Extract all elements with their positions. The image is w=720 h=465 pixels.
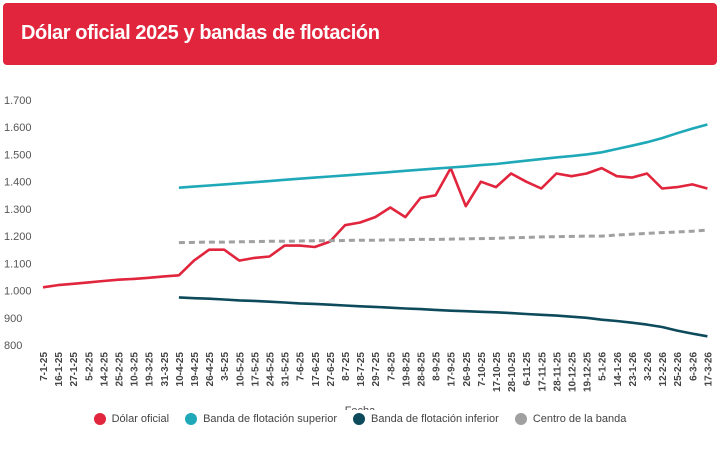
y-tick-label: 1.500 xyxy=(4,149,32,161)
x-tick-label: 12-2-26 xyxy=(658,352,669,387)
x-tick-label: 17-11-25 xyxy=(537,352,548,392)
x-tick-label: 7-10-25 xyxy=(477,352,488,387)
line-chart: 800 900 1.000 1.100 1.200 1.300 1.400 1.500 1.60… xyxy=(4,95,714,410)
x-tick-label: 19-3-25 xyxy=(145,352,156,387)
x-tick-label: 27-1-25 xyxy=(69,352,80,387)
x-tick-label: 19-8-25 xyxy=(401,352,412,387)
x-tick-label: 26-9-25 xyxy=(462,352,473,387)
chart-header: Dólar oficial 2025 y bandas de flotación xyxy=(3,3,717,65)
x-tick-label: 14-2-25 xyxy=(99,352,110,387)
series-line xyxy=(42,166,708,289)
x-tick-label: 8-7-25 xyxy=(341,352,352,381)
x-tick-label: 31-3-25 xyxy=(160,352,171,387)
x-tick-label: 25-2-25 xyxy=(115,352,126,387)
x-tick-label: 25-2-26 xyxy=(673,352,684,387)
x-tick-label: 27-6-25 xyxy=(326,352,337,387)
x-tick-label: 6-3-26 xyxy=(688,352,699,381)
y-tick-label: 1.600 xyxy=(4,122,32,134)
y-tick-label: 1.200 xyxy=(4,231,32,243)
x-tick-label: 19-4-25 xyxy=(190,352,201,387)
y-tick-label: 1.000 xyxy=(4,286,32,298)
legend-label: Dólar oficial xyxy=(111,413,170,425)
x-tick-label: 10-5-25 xyxy=(235,352,246,387)
legend-item[interactable]: Banda de flotación inferior xyxy=(353,413,499,425)
x-tick-label: 17-10-25 xyxy=(492,352,503,392)
x-tick-label: 19-12-25 xyxy=(583,352,594,392)
x-tick-label: 17-6-25 xyxy=(311,352,322,387)
x-tick-label: 29-7-25 xyxy=(371,352,382,387)
x-tick-label: 5-1-26 xyxy=(598,352,609,381)
legend-label: Banda de flotación superior xyxy=(203,413,337,425)
x-axis-label: Fecha xyxy=(345,405,376,410)
x-tick-label: 3-5-25 xyxy=(220,352,231,381)
x-tick-label: 5-2-25 xyxy=(84,352,95,381)
x-tick-label: 17-3-26 xyxy=(703,352,714,387)
x-tick-label: 17-5-25 xyxy=(250,352,261,387)
y-tick-label: 800 xyxy=(4,340,22,352)
y-tick-label: 1.300 xyxy=(4,204,32,216)
legend: Dólar oficial Banda de flotación superior… xyxy=(0,413,720,425)
x-tick-label: 26-4-25 xyxy=(205,352,216,387)
x-tick-label: 14-1-26 xyxy=(613,352,624,387)
y-tick-label: 900 xyxy=(4,313,22,325)
legend-marker-icon xyxy=(185,413,198,425)
x-tick-label: 6-11-25 xyxy=(522,352,533,386)
x-tick-label: 31-5-25 xyxy=(281,352,292,387)
x-tick-label: 7-1-25 xyxy=(39,352,50,381)
y-tick-label: 1.400 xyxy=(4,177,32,189)
legend-label: Centro de la banda xyxy=(532,413,627,425)
x-tick-label: 17-9-25 xyxy=(447,352,458,387)
y-tick-label: 1.700 xyxy=(4,95,32,107)
x-tick-label: 23-1-26 xyxy=(628,352,639,387)
x-tick-label: 7-8-25 xyxy=(386,352,397,381)
x-tick-label: 28-8-25 xyxy=(417,352,428,387)
legend-label: Banda de flotación inferior xyxy=(371,413,499,425)
x-tick-label: 28-11-25 xyxy=(552,352,563,392)
legend-marker-icon xyxy=(353,413,365,425)
x-tick-label: 10-12-25 xyxy=(568,352,579,392)
x-tick-label: 28-10-25 xyxy=(507,352,518,392)
legend-item[interactable]: Centro de la banda xyxy=(514,413,627,425)
chart-title: Dólar oficial 2025 y bandas de flotación xyxy=(21,22,380,44)
y-tick-label: 1.100 xyxy=(4,258,32,270)
x-tick-label: 8-9-25 xyxy=(432,352,443,381)
legend-marker-icon xyxy=(93,413,106,425)
x-tick-label: 3-2-26 xyxy=(643,352,654,381)
x-tick-label: 18-7-25 xyxy=(356,352,367,387)
x-tick-label: 24-5-25 xyxy=(266,352,277,387)
x-tick-label: 10-3-25 xyxy=(130,352,141,387)
x-tick-label: 16-1-25 xyxy=(54,352,65,387)
legend-item[interactable]: Banda de flotación superior xyxy=(185,413,337,425)
x-tick-label: 10-4-25 xyxy=(175,352,186,387)
series-line xyxy=(178,296,708,338)
series-line xyxy=(178,228,708,245)
legend-marker-icon xyxy=(514,413,527,425)
legend-item[interactable]: Dólar oficial xyxy=(93,413,170,425)
x-tick-label: 7-6-25 xyxy=(296,352,307,381)
series-line xyxy=(178,123,708,189)
